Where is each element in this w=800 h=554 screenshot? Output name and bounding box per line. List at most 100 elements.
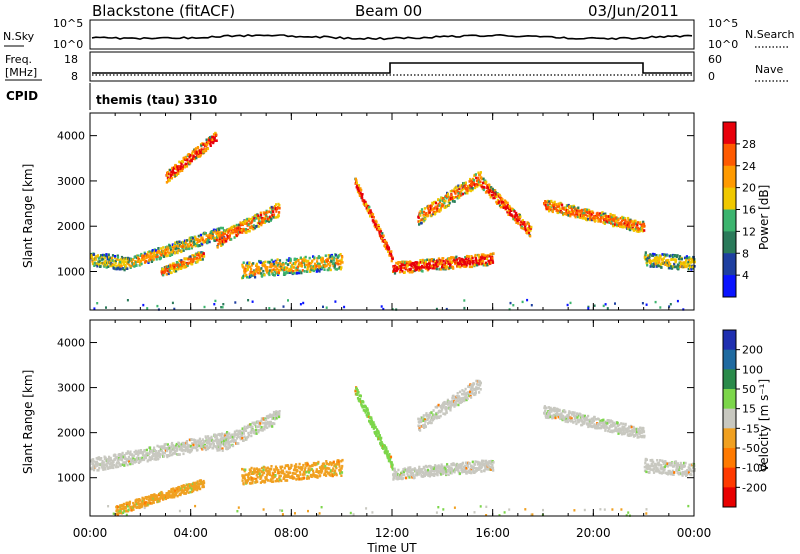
data-cell [315,470,318,473]
data-cell [444,468,447,471]
data-cell [158,499,161,503]
data-cell [258,423,262,427]
data-cell [426,258,429,262]
data-cell [403,271,406,274]
data-cell [549,206,552,209]
data-cell [195,486,198,489]
data-cell [422,259,425,263]
data-cell [439,206,443,210]
data-cell [201,242,204,246]
data-cell [237,229,240,232]
data-cell [551,210,554,214]
data-cell [257,218,261,222]
data-cell [216,437,219,440]
data-cell [187,491,190,494]
data-cell [166,449,169,453]
data-cell [177,485,181,489]
data-cell [193,446,196,449]
data-cell [213,237,216,240]
data-cell [171,169,175,172]
data-cell [277,271,280,274]
data-cell [338,462,341,466]
data-cell [581,214,584,217]
data-cell [424,262,427,266]
data-cell [136,254,139,258]
data-cell [196,153,199,157]
data-cell [256,480,259,484]
data-cell [236,230,239,234]
data-cell [156,255,159,258]
data-cell [385,246,389,249]
data-cell [121,458,124,462]
data-cell [109,456,112,460]
data-cell [332,467,335,470]
data-cell [493,196,496,200]
data-cell [441,263,444,267]
data-cell [417,473,420,476]
data-cell [180,249,183,252]
data-cell [657,264,660,267]
data-cell [299,473,302,476]
data-cell [638,227,641,231]
data-cell [170,487,173,491]
data-cell [515,221,518,224]
data-cell [181,449,184,452]
data-cell [474,255,477,258]
data-cell [122,502,125,506]
data-cell [163,250,166,254]
data-cell [123,464,126,467]
data-cell [668,264,671,267]
data-cell [432,260,435,263]
cpid-value: themis (tau) 3310 [96,93,217,107]
data-cell [260,267,263,270]
data-cell [195,484,198,488]
data-cell [251,477,254,480]
data-cell [177,490,180,493]
data-cell [175,244,178,248]
data-cell [302,261,305,264]
data-cell [189,448,192,451]
data-cell [154,458,157,461]
data-cell [507,213,510,216]
data-cell [233,430,236,434]
data-cell [170,176,173,180]
data-cell [275,265,278,268]
data-cell [90,253,93,257]
data-cell [174,164,177,167]
data-cell [260,419,263,423]
data-cell [149,446,152,449]
data-cell [677,266,680,269]
data-cell [264,211,267,215]
data-cell [436,204,439,208]
data-cell [276,271,279,274]
data-cell [418,211,421,215]
data-cell [129,266,132,269]
data-cell [199,480,202,484]
data-cell [450,256,453,259]
data-cell [218,444,221,447]
data-cell [219,437,222,441]
data-cell [267,422,270,425]
data-cell [103,265,106,268]
data-cell [155,455,158,458]
data-cell [161,445,164,448]
data-cell [529,234,532,238]
data-cell [278,410,281,413]
data-cell [294,468,297,472]
data-cell [328,261,331,264]
data-cell [170,253,174,256]
data-cell [638,229,641,233]
data-cell [91,256,94,260]
data-cell [167,490,170,493]
data-cell [181,491,184,494]
ground-scatter-cell [380,305,383,308]
data-cell [166,174,169,178]
data-cell [631,220,634,223]
data-cell [273,468,276,471]
data-cell [134,449,137,453]
ground-scatter-cell [645,303,648,306]
data-cell [370,417,373,421]
data-cell [282,263,285,266]
data-cell [133,265,136,268]
data-cell [387,246,390,250]
